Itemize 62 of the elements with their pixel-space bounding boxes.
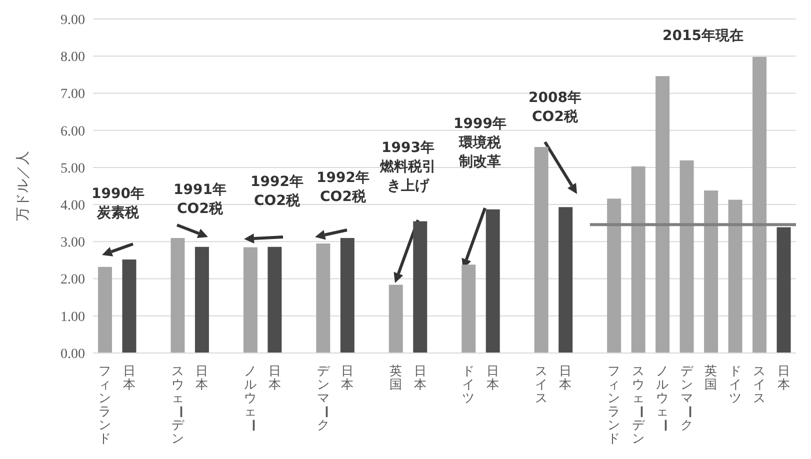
bar <box>486 209 500 353</box>
y-tick-label: 7.00 <box>60 87 85 102</box>
x-tick-label: デンマーク <box>680 363 698 432</box>
bar <box>122 259 136 353</box>
bar <box>194 246 209 353</box>
bar <box>388 284 403 353</box>
bar <box>340 238 354 353</box>
y-tick-label: 5.00 <box>60 161 85 176</box>
x-tick-label: スイス <box>534 363 548 405</box>
x-tick-label: ノルウェー <box>656 363 674 432</box>
annotation: 1992年 CO2税 <box>250 174 304 209</box>
x-tick-label: フィンランド <box>98 363 112 446</box>
y-tick-label: 0.00 <box>60 346 85 362</box>
annotation: 2008年 CO2税 <box>528 90 582 125</box>
annotation: 2015年現在 <box>662 28 744 44</box>
x-tick-label: 英国 <box>704 363 718 392</box>
bar <box>243 247 258 353</box>
bar <box>316 244 330 353</box>
x-tick-label: 英国 <box>390 363 403 392</box>
x-tick-label: ノルウェー <box>244 363 262 432</box>
annotation: 1999年環境税制改革 <box>454 116 506 170</box>
bar <box>704 190 718 353</box>
x-tick-label: 日本 <box>559 363 572 392</box>
x-tick-label: スイス <box>753 363 766 405</box>
bar <box>680 160 694 353</box>
bar <box>607 198 622 353</box>
x-tick-label: 日本 <box>196 363 209 392</box>
annotation: 1991年 CO2税 <box>174 182 226 217</box>
bar <box>170 238 185 353</box>
x-tick-label: 日本 <box>777 363 790 392</box>
y-tick-label: 9.00 <box>60 12 85 28</box>
annotation: 1993年燃料税引き上げ <box>379 140 436 194</box>
bar <box>656 76 670 353</box>
bar <box>631 166 646 353</box>
x-tick-label: ドイツ <box>462 363 476 405</box>
y-tick-label: 6.00 <box>60 124 85 140</box>
x-tick-label: 日本 <box>122 363 136 392</box>
bar <box>558 207 573 353</box>
bar <box>413 221 428 353</box>
annotation: 1990年炭素税 <box>92 186 144 221</box>
x-tick-label: 日本 <box>486 363 500 392</box>
x-tick-label: 日本 <box>341 363 354 392</box>
y-tick-label: 1.00 <box>60 310 85 325</box>
x-tick-label: スウェーデン <box>632 363 649 446</box>
y-tick-label: 8.00 <box>60 50 85 66</box>
bar <box>98 266 112 353</box>
x-tick-label: スウェーデン <box>171 363 188 446</box>
x-tick-label: 日本 <box>268 363 282 392</box>
y-axis-title: 万ドル／人 <box>14 151 31 221</box>
bar <box>776 227 791 353</box>
x-tick-label: フィンランド <box>608 363 621 446</box>
y-tick-label: 2.00 <box>60 272 85 288</box>
bar <box>268 246 282 353</box>
bar <box>728 200 742 353</box>
y-tick-label: 4.00 <box>60 198 85 214</box>
y-tick-label: 3.00 <box>60 236 85 251</box>
annotation: 1992年 CO2税 <box>316 170 370 205</box>
bar <box>534 147 548 353</box>
bar <box>752 56 767 353</box>
x-tick-label: 日本 <box>414 363 427 392</box>
x-tick-label: デンマーク <box>316 363 334 432</box>
x-tick-label: ドイツ <box>728 363 742 405</box>
